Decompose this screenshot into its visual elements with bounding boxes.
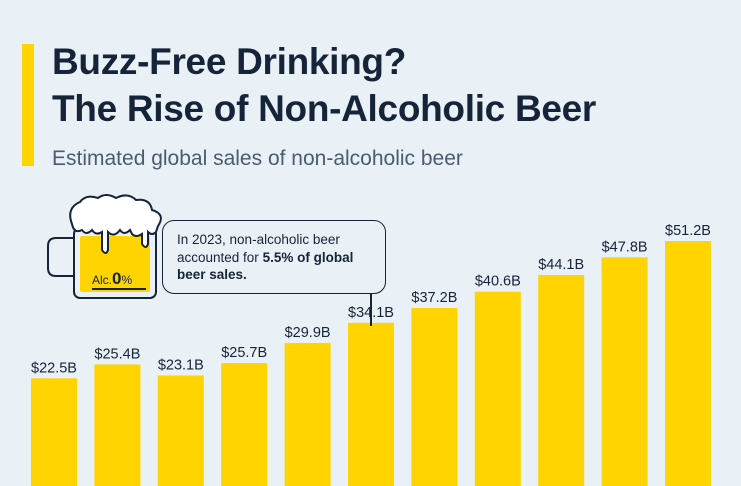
bar-value-label-0: $22.5B	[31, 360, 77, 376]
title-accent-bar	[22, 44, 34, 166]
bar-5	[348, 322, 394, 486]
bar-2	[157, 375, 204, 486]
bar-6	[411, 307, 458, 486]
title-line-2: The Rise of Non-Alcoholic Beer	[52, 88, 597, 129]
bar-value-label-6: $37.2B	[411, 290, 457, 306]
callout-text: In 2023, non-alcoholic beer accounted fo…	[177, 232, 340, 265]
bar-1	[94, 364, 141, 486]
bar-9	[601, 257, 648, 486]
bar-value-label-2: $23.1B	[158, 357, 204, 373]
bar-7	[474, 291, 521, 486]
beer-mug-icon	[44, 190, 168, 308]
bar-10	[665, 241, 711, 486]
bar-8	[538, 274, 585, 486]
bar-value-label-3: $25.7B	[221, 345, 267, 361]
mug-label: Alc.0%	[92, 269, 132, 289]
page-subtitle: Estimated global sales of non-alcoholic …	[52, 147, 463, 170]
callout-connector	[370, 293, 372, 326]
mug-label-prefix: Alc.	[92, 273, 113, 287]
bar-4	[284, 342, 331, 486]
bar-3	[221, 363, 268, 486]
bar-value-label-8: $44.1B	[538, 257, 584, 273]
bar-value-label-9: $47.8B	[602, 239, 648, 255]
mug-label-suffix: %	[121, 273, 133, 287]
bar-value-label-1: $25.4B	[94, 346, 140, 362]
bar-value-label-4: $29.9B	[285, 325, 331, 341]
callout-highlight: 5.5% of global beer sales.	[177, 249, 354, 283]
page-title: Buzz-Free Drinking? The Rise of Non-Alco…	[52, 38, 596, 132]
bar-value-label-7: $40.6B	[475, 274, 521, 290]
mug-label-value: 0	[112, 269, 122, 288]
bar-value-label-10: $51.2B	[665, 223, 711, 239]
bar-0	[31, 378, 77, 486]
mug-label-underline	[92, 288, 146, 290]
title-line-1: Buzz-Free Drinking?	[52, 41, 407, 82]
callout-box: In 2023, non-alcoholic beer accounted fo…	[162, 220, 386, 294]
